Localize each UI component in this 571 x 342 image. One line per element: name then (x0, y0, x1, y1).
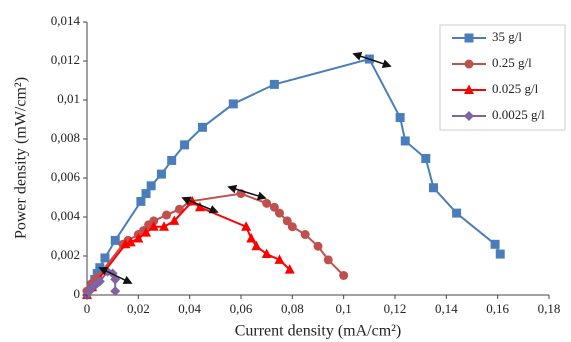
marker (269, 202, 279, 212)
y-tick-label: 0 (74, 286, 81, 301)
legend-box (439, 24, 566, 131)
annotations (98, 52, 392, 284)
marker (287, 222, 297, 232)
legend-label: 0.025 g/l (492, 81, 539, 96)
marker (282, 216, 292, 226)
marker (495, 249, 505, 259)
marker (241, 221, 252, 231)
marker (136, 196, 146, 206)
marker (339, 271, 349, 280)
marker (323, 255, 333, 265)
legend-marker (464, 33, 474, 43)
marker (400, 136, 410, 146)
marker (275, 208, 284, 218)
marker (156, 169, 166, 179)
marker (125, 236, 136, 247)
x-tick-label: 0,16 (486, 301, 509, 316)
marker (110, 235, 120, 245)
x-tick-label: 0,04 (178, 301, 201, 316)
y-tick-label: 0,01 (57, 91, 80, 106)
marker (169, 215, 180, 225)
y-tick-label: 0,008 (51, 130, 80, 145)
marker (167, 155, 177, 165)
legend-label: 35 g/l (492, 29, 522, 44)
legend-marker (464, 59, 474, 69)
marker (141, 227, 152, 237)
legend-marker (464, 111, 474, 121)
marker (395, 113, 405, 123)
marker (141, 189, 151, 199)
marker (421, 154, 431, 163)
y-tick-label: 0,006 (51, 169, 81, 184)
legend-label: 0.25 g/l (492, 55, 532, 70)
marker (180, 140, 190, 150)
y-tick-label: 0,012 (51, 52, 80, 67)
x-tick-label: 0,12 (384, 301, 407, 316)
series-line (91, 57, 502, 286)
marker (313, 241, 323, 251)
x-tick-label: 0,1 (336, 301, 352, 316)
marker (148, 221, 159, 231)
legend-label: 0.0025 g/l (492, 107, 545, 122)
arrow (352, 52, 392, 68)
marker (198, 122, 207, 132)
marker (251, 240, 262, 251)
marker (269, 79, 279, 89)
marker (133, 232, 144, 243)
marker (452, 208, 462, 218)
marker (262, 198, 272, 208)
x-tick-label: 0,14 (435, 301, 458, 316)
marker (159, 221, 169, 231)
marker (261, 248, 272, 259)
y-tick-label: 0,002 (51, 247, 80, 262)
marker (149, 216, 159, 226)
legend-marker (464, 84, 474, 94)
y-tick-label: 0,004 (51, 208, 81, 223)
x-axis-title: Current density (mA/cm²) (235, 323, 402, 340)
x-tick-label: 0 (84, 301, 91, 316)
marker (246, 232, 257, 243)
x-tick-label: 0,08 (281, 301, 304, 316)
marker (162, 210, 172, 220)
marker (429, 183, 438, 193)
x-tick-label: 0,02 (127, 301, 150, 316)
y-axis-title: Power density (mW/cm²) (13, 77, 30, 239)
x-tick-label: 0,18 (538, 301, 561, 316)
marker (284, 264, 295, 274)
marker (146, 181, 156, 191)
x-tick-label: 0,06 (230, 301, 253, 316)
marker (300, 230, 310, 240)
arrow (98, 267, 133, 284)
y-tick-label: 0,014 (51, 13, 81, 28)
marker (110, 286, 121, 297)
arrow (227, 184, 267, 201)
marker (100, 253, 110, 263)
marker (490, 239, 500, 249)
arrow (181, 196, 219, 214)
marker (274, 254, 285, 264)
marker (228, 99, 238, 109)
